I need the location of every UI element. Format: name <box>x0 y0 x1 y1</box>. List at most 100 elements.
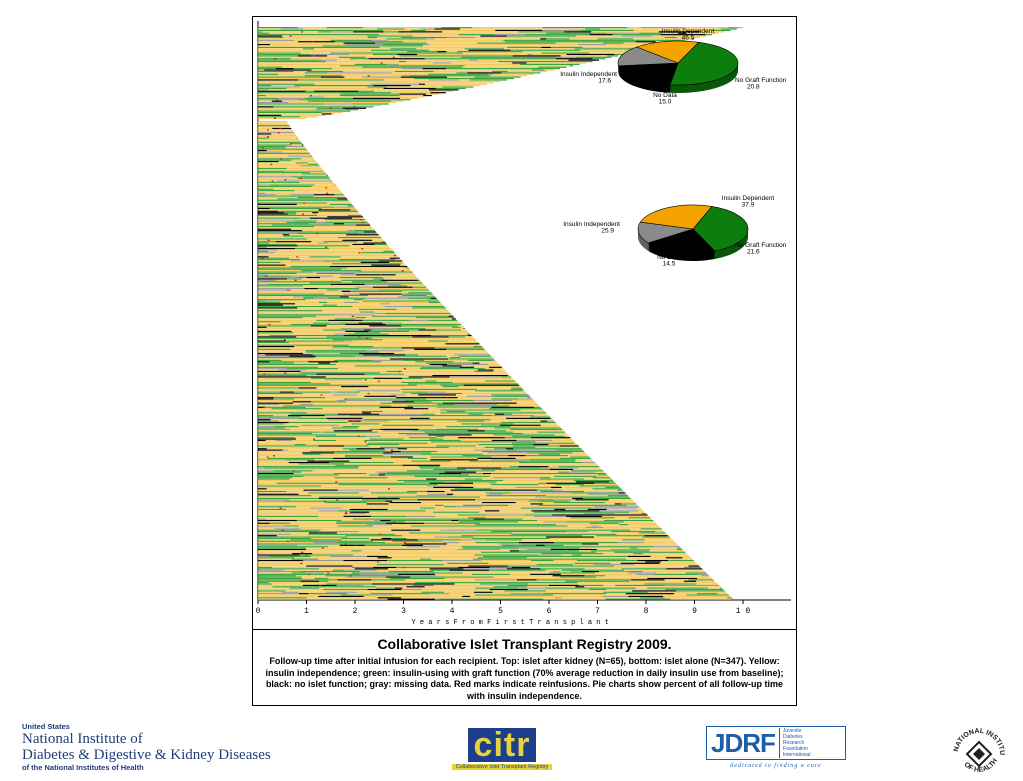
segment-no-function <box>564 31 580 33</box>
segment-graft-function <box>258 344 275 346</box>
segment-graft-function <box>406 490 427 493</box>
segment-insulin-independent <box>493 571 516 573</box>
segment-insulin-independent <box>380 332 402 334</box>
segment-no-function <box>258 203 297 205</box>
segment-graft-function <box>309 282 364 284</box>
segment-insulin-independent <box>299 181 334 183</box>
recipient-bar <box>258 315 454 318</box>
segment-insulin-independent <box>258 460 308 462</box>
segment-missing <box>518 547 551 549</box>
segment-graft-function <box>682 559 694 562</box>
segment-no-function <box>321 113 332 115</box>
segment-insulin-independent <box>394 352 469 355</box>
segment-no-function <box>404 408 429 410</box>
segment-graft-function <box>408 292 432 294</box>
pie-slice-value: 46.5 <box>682 35 695 42</box>
segment-insulin-independent <box>258 553 293 555</box>
recipient-bar <box>258 328 466 330</box>
segment-insulin-independent <box>664 564 698 566</box>
segment-insulin-independent <box>368 537 382 540</box>
recipient-bar <box>258 188 340 190</box>
segment-graft-function <box>258 471 286 473</box>
segment-no-function <box>391 529 421 531</box>
segment-graft-function <box>290 539 342 541</box>
segment-missing <box>274 528 284 530</box>
segment-no-function <box>258 149 267 152</box>
segment-graft-function <box>545 450 566 453</box>
segment-graft-function <box>289 314 335 316</box>
segment-insulin-independent <box>284 423 352 425</box>
recipient-bar <box>258 296 436 298</box>
segment-no-function <box>359 293 402 295</box>
segment-insulin-independent <box>359 426 447 428</box>
recipient-bar <box>258 39 688 41</box>
segment-graft-function <box>510 428 559 431</box>
segment-insulin-independent <box>316 387 342 389</box>
segment-missing <box>486 449 508 451</box>
segment-insulin-independent <box>290 358 358 360</box>
segment-graft-function <box>468 68 486 70</box>
segment-no-function <box>302 452 335 454</box>
segment-insulin-independent <box>258 82 337 84</box>
segment-no-function <box>258 370 301 373</box>
segment-insulin-independent <box>341 51 408 53</box>
segment-graft-function <box>289 587 298 589</box>
segment-graft-function <box>294 444 306 446</box>
segment-graft-function <box>540 52 590 54</box>
segment-insulin-independent <box>289 499 321 501</box>
segment-no-function <box>258 421 289 424</box>
segment-insulin-independent <box>402 41 424 43</box>
segment-insulin-independent <box>560 573 637 575</box>
segment-insulin-independent <box>423 544 502 546</box>
segment-insulin-independent <box>268 242 318 244</box>
segment-insulin-independent <box>258 63 301 66</box>
recipient-bar <box>258 537 672 540</box>
segment-graft-function <box>258 202 312 204</box>
segment-insulin-independent <box>413 351 488 353</box>
segment-graft-function <box>258 272 276 275</box>
segment-insulin-independent <box>345 439 365 442</box>
recipient-bar <box>258 104 382 107</box>
segment-graft-function <box>464 383 514 385</box>
segment-insulin-independent <box>390 301 429 304</box>
segment-missing <box>583 513 615 515</box>
segment-no-function <box>396 397 419 399</box>
segment-insulin-independent <box>281 359 334 361</box>
segment-graft-function <box>258 159 292 161</box>
recipient-bar <box>258 140 301 142</box>
segment-insulin-independent <box>258 587 290 589</box>
segment-insulin-independent <box>650 555 690 558</box>
segment-graft-function <box>286 368 339 370</box>
segment-insulin-independent <box>545 569 562 571</box>
recipient-bar <box>258 209 357 211</box>
segment-insulin-independent <box>596 576 637 578</box>
segment-no-function <box>298 387 317 389</box>
recipient-bar <box>258 256 399 258</box>
recipient-bar <box>258 169 323 171</box>
segment-missing <box>280 28 304 30</box>
segment-no-function <box>385 522 425 524</box>
segment-missing <box>592 507 598 509</box>
segment-graft-function <box>258 34 288 36</box>
segment-insulin-independent <box>552 583 567 585</box>
segment-insulin-independent <box>347 267 406 269</box>
segment-graft-function <box>269 332 294 334</box>
segment-no-function <box>377 597 402 599</box>
segment-insulin-independent <box>258 517 304 519</box>
recipient-bar <box>258 332 469 334</box>
segment-insulin-independent <box>460 326 464 328</box>
segment-missing <box>258 39 294 41</box>
segment-graft-function <box>461 532 512 534</box>
segment-graft-function <box>583 497 631 500</box>
recipient-bar <box>258 412 547 414</box>
segment-graft-function <box>258 357 315 359</box>
segment-insulin-independent <box>426 398 436 400</box>
segment-insulin-independent <box>265 439 276 442</box>
segment-insulin-independent <box>513 423 557 425</box>
segment-insulin-independent <box>358 325 370 327</box>
segment-insulin-independent <box>423 90 453 92</box>
recipient-bar <box>258 191 342 193</box>
segment-insulin-independent <box>297 27 327 29</box>
segment-graft-function <box>530 416 551 418</box>
segment-insulin-independent <box>266 518 336 520</box>
